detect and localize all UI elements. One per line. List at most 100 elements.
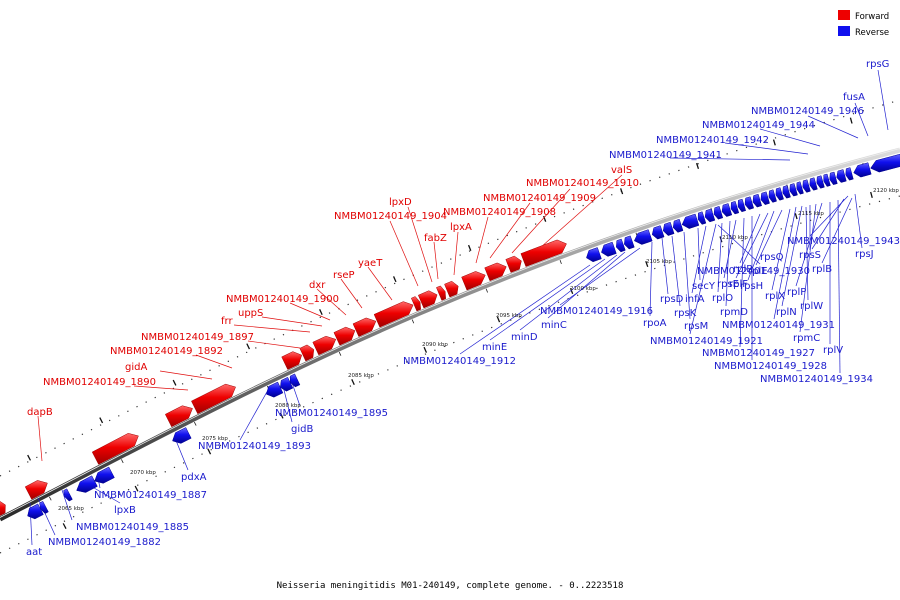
backbone-tick — [338, 351, 342, 356]
gene-label: rplP — [787, 287, 806, 298]
gene-label: uppS — [238, 308, 263, 319]
reverse-leader-line — [174, 437, 189, 471]
gene-label: rpsE — [717, 279, 739, 290]
reverse-gene-arrow — [681, 213, 700, 229]
ring-tick-inner — [279, 412, 284, 419]
reverse-leader-line — [811, 198, 845, 250]
tick-label: 2110 kbp — [722, 235, 748, 241]
reverse-leader-line — [809, 195, 849, 237]
forward-gene-arrow — [0, 501, 6, 516]
gene-features — [0, 153, 900, 520]
reverse-gene-arrow — [63, 488, 73, 502]
reverse-gene-arrow — [704, 208, 716, 223]
gene-label: rpsG — [866, 59, 889, 70]
reverse-gene-arrow — [744, 196, 755, 210]
gene-label: rplO — [712, 293, 733, 304]
backbone-tick — [485, 288, 488, 293]
ring-tick-inner — [496, 316, 501, 323]
reverse-leader-line — [854, 102, 869, 137]
reverse-leader-line — [805, 206, 809, 301]
gene-label: NMBM01240149_1946 — [751, 106, 864, 117]
gene-label: valS — [611, 165, 632, 176]
gene-label: NMBM01240149_1943 — [787, 236, 900, 247]
gene-label: NMBM01240149_1882 — [48, 537, 161, 548]
gene-label: NMBM01240149_1909 — [483, 193, 596, 204]
tick-label: 2100 kbp — [570, 286, 596, 292]
gene-label: rplW — [800, 301, 823, 312]
gene-label: rplX — [765, 291, 785, 302]
reverse-leader-line — [61, 489, 73, 521]
ring-tick-inner — [423, 346, 428, 353]
reverse-leader-line — [683, 231, 691, 320]
forward-leader-line — [453, 231, 459, 276]
gene-label: rpsS — [799, 250, 821, 261]
reverse-leader-line — [519, 254, 618, 331]
gene-label: fabZ — [424, 233, 447, 244]
reverse-leader-line — [717, 222, 723, 293]
reverse-gene-arrow — [672, 218, 684, 233]
forward-leader-line — [133, 385, 189, 391]
outer-dotted-ring — [0, 99, 900, 477]
tick-label: 2120 kbp — [873, 188, 899, 194]
ring-tick-outer — [542, 215, 547, 222]
reverse-leader-line — [759, 128, 821, 147]
gene-label: rpsJ — [855, 249, 874, 260]
reverse-leader-line — [735, 212, 769, 279]
forward-leader-line — [37, 415, 43, 462]
ring-tick-outer — [695, 162, 700, 170]
label-leaders — [29, 69, 889, 546]
ring-tick-outer — [99, 417, 104, 424]
forward-leader-line — [407, 206, 433, 283]
ring-tick-inner — [569, 287, 574, 295]
ring-tick-outer — [772, 139, 776, 146]
reverse-leader-line — [773, 206, 797, 320]
gene-label: NMBM01240149_1900 — [226, 294, 339, 305]
reverse-gene-arrow — [721, 203, 733, 217]
tick-label: 2080 kbp — [275, 403, 301, 409]
gene-label: aat — [26, 547, 42, 558]
reverse-leader-line — [739, 213, 761, 264]
reverse-leader-line — [697, 227, 701, 281]
gene-label: NMBM01240149_1927 — [702, 348, 815, 359]
forward-leader-line — [159, 370, 213, 380]
gene-label: NMBM01240149_1934 — [760, 374, 873, 385]
gene-label: NMBM01240149_1885 — [76, 522, 189, 533]
backbone-ticks — [27, 117, 873, 529]
gene-label: rpmD — [720, 307, 748, 318]
forward-gene-arrow — [505, 255, 522, 273]
gene-label: NMBM01240149_1904 — [334, 211, 447, 222]
gene-label: dxr — [309, 280, 326, 291]
reverse-leader-line — [837, 199, 841, 374]
forward-gene-arrow — [417, 290, 438, 309]
tick-label: 2070 kbp — [130, 470, 156, 476]
forward-leader-line — [389, 220, 419, 287]
ring-tick-inner — [794, 213, 798, 220]
figure-caption: Neisseria meningitidis M01-240149, compl… — [277, 581, 624, 591]
reverse-leader-line — [747, 210, 775, 281]
reverse-gene-arrow — [768, 189, 777, 203]
legend-forward-label: Forward — [855, 12, 889, 22]
reverse-gene-arrow — [870, 153, 900, 173]
gene-label: infA — [685, 294, 705, 305]
gene-label: lpxB — [114, 505, 136, 516]
tick-label: 2065 kbp — [58, 506, 84, 512]
ring-tick-inner — [870, 191, 873, 198]
reverse-gene-arrow — [775, 187, 784, 201]
gene-label: dapB — [27, 407, 53, 418]
gene-label: frr — [221, 316, 233, 327]
gene-label: NMBM01240149_1893 — [198, 441, 311, 452]
gene-label: NMBM01240149_1890 — [43, 377, 156, 388]
gene-label: lpxD — [389, 197, 412, 208]
gene-label: rplV — [823, 345, 843, 356]
reverse-leader-line — [669, 157, 791, 161]
reverse-leader-line — [795, 202, 823, 287]
forward-leader-line — [261, 316, 323, 327]
reverse-gene-arrow — [713, 205, 724, 220]
gene-label: NMBM01240149_1930 — [697, 266, 810, 277]
gene-label: NMBM01240149_1921 — [650, 336, 763, 347]
forward-gene-arrow — [484, 262, 507, 282]
forward-gene-arrow — [333, 326, 356, 346]
forward-leader-line — [316, 288, 347, 316]
reverse-leader-line — [547, 251, 626, 319]
gene-label: rplF — [729, 279, 748, 290]
